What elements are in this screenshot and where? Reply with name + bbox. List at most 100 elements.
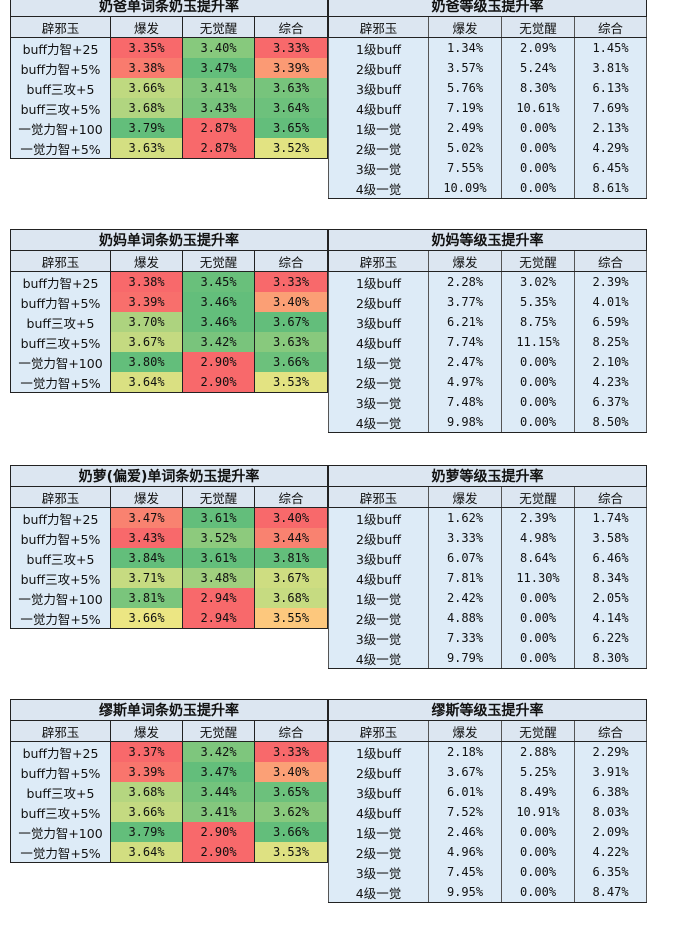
table-row: buff力智+5% 3.39% 3.47% 3.40% xyxy=(10,762,328,782)
value-cell: 3.40% xyxy=(254,292,328,312)
value-cell: 3.39% xyxy=(110,292,183,312)
column-header: 无觉醒 xyxy=(501,250,575,272)
value-cell: 3.58% xyxy=(574,528,647,548)
row-label: buff力智+25 xyxy=(10,271,111,292)
table-title: 奶妈单词条奶玉提升率 xyxy=(10,229,328,251)
column-header: 爆发 xyxy=(110,250,183,272)
value-cell: 4.88% xyxy=(428,608,502,628)
value-cell: 3.67% xyxy=(253,568,329,588)
value-cell: 3.65% xyxy=(254,782,328,802)
value-cell: 2.94% xyxy=(182,608,255,629)
table-row: buff三攻+5 3.66% 3.41% 3.63% xyxy=(10,78,328,98)
value-cell: 3.37% xyxy=(110,741,183,762)
row-label: buff力智+25 xyxy=(10,37,111,58)
column-header: 辟邪玉 xyxy=(10,16,111,38)
header-row: 辟邪玉 爆发 无觉醒 综合 xyxy=(328,16,647,38)
value-cell: 8.34% xyxy=(574,568,647,588)
table-row: 1级一觉 2.42% 0.00% 2.05% xyxy=(328,588,647,608)
value-cell: 0.00% xyxy=(501,372,575,392)
column-header: 无觉醒 xyxy=(182,486,255,508)
value-cell: 3.47% xyxy=(182,762,255,782)
table-title: 奶萝等级玉提升率 xyxy=(328,465,647,487)
value-cell: 4.97% xyxy=(428,372,502,392)
row-label: 一觉力智+5% xyxy=(10,372,111,393)
value-cell: 7.55% xyxy=(428,158,502,178)
table-row: 2级一觉 4.96% 0.00% 4.22% xyxy=(328,842,647,862)
row-label: 1级buff xyxy=(328,271,429,292)
value-cell: 6.21% xyxy=(428,312,502,332)
table-row: 2级一觉 4.97% 0.00% 4.23% xyxy=(328,372,647,392)
value-cell: 2.49% xyxy=(428,118,502,138)
column-header: 爆发 xyxy=(428,486,502,508)
value-cell: 2.18% xyxy=(428,741,502,762)
value-cell: 2.13% xyxy=(574,118,647,138)
value-cell: 2.29% xyxy=(574,741,647,762)
value-cell: 3.66% xyxy=(254,822,328,842)
column-header: 辟邪玉 xyxy=(328,250,429,272)
table-row: 3级buff 6.21% 8.75% 6.59% xyxy=(328,312,647,332)
value-cell: 3.38% xyxy=(110,271,183,292)
column-header: 辟邪玉 xyxy=(328,486,429,508)
row-label: buff力智+5% xyxy=(10,762,111,782)
row-label: 1级buff xyxy=(328,507,429,528)
right-table-3: 奶萝等级玉提升率 辟邪玉 爆发 无觉醒 综合 1级buff 1.62% 2.39% 1.74% 2… xyxy=(328,465,647,669)
value-cell: 4.23% xyxy=(574,372,647,392)
value-cell: 3.53% xyxy=(254,842,328,863)
table-row: 4级一觉 10.09% 0.00% 8.61% xyxy=(328,178,647,199)
table-row: 4级buff 7.52% 10.91% 8.03% xyxy=(328,802,647,822)
value-cell: 5.24% xyxy=(501,58,575,78)
value-cell: 0.00% xyxy=(501,178,575,199)
row-label: 4级一觉 xyxy=(328,882,429,903)
row-label: buff三攻+5% xyxy=(10,332,111,352)
value-cell: 7.45% xyxy=(428,862,502,882)
value-cell: 6.22% xyxy=(574,628,647,648)
row-label: buff力智+25 xyxy=(10,741,111,762)
table-row: buff力智+25 3.37% 3.42% 3.33% xyxy=(10,741,328,762)
header-row: 辟邪玉 爆发 无觉醒 综合 xyxy=(10,720,328,742)
value-cell: 3.48% xyxy=(182,568,255,588)
value-cell: 4.29% xyxy=(574,138,647,158)
table-row: buff力智+25 3.38% 3.45% 3.33% xyxy=(10,271,328,292)
value-cell: 8.75% xyxy=(501,312,575,332)
table-row: buff三攻+5% 3.66% 3.41% 3.62% xyxy=(10,802,328,822)
row-label: 一觉力智+100 xyxy=(10,588,111,608)
value-cell: 6.45% xyxy=(574,158,647,178)
value-cell: 8.64% xyxy=(501,548,575,568)
value-cell: 3.33% xyxy=(254,271,328,292)
value-cell: 4.22% xyxy=(574,842,647,862)
value-cell: 3.66% xyxy=(110,78,183,98)
table-row: 4级一觉 9.95% 0.00% 8.47% xyxy=(328,882,647,903)
table-row: 1级一觉 2.46% 0.00% 2.09% xyxy=(328,822,647,842)
table-row: buff力智+5% 3.43% 3.52% 3.44% xyxy=(10,528,329,548)
row-label: 3级buff xyxy=(328,78,429,98)
column-header: 无觉醒 xyxy=(182,250,255,272)
table-row: 4级buff 7.81% 11.30% 8.34% xyxy=(328,568,647,588)
value-cell: 3.53% xyxy=(254,372,328,393)
value-cell: 3.66% xyxy=(110,608,183,629)
column-header: 无觉醒 xyxy=(182,720,255,742)
row-label: 2级buff xyxy=(328,58,429,78)
value-cell: 3.62% xyxy=(254,802,328,822)
header-row: 辟邪玉 爆发 无觉醒 综合 xyxy=(328,250,647,272)
row-label: buff三攻+5 xyxy=(10,548,111,568)
row-label: buff三攻+5 xyxy=(10,78,111,98)
row-label: 4级buff xyxy=(328,802,429,822)
value-cell: 2.88% xyxy=(501,741,575,762)
row-label: 1级一觉 xyxy=(328,822,429,842)
row-label: 2级一觉 xyxy=(328,138,429,158)
value-cell: 2.87% xyxy=(182,118,255,138)
value-cell: 1.45% xyxy=(574,37,647,58)
value-cell: 8.49% xyxy=(501,782,575,802)
table-row: 3级buff 6.07% 8.64% 6.46% xyxy=(328,548,647,568)
table-row: buff力智+25 3.47% 3.61% 3.40% xyxy=(10,507,329,528)
value-cell: 3.84% xyxy=(110,548,183,568)
value-cell: 2.39% xyxy=(574,271,647,292)
value-cell: 3.66% xyxy=(254,352,328,372)
value-cell: 2.90% xyxy=(182,822,255,842)
table-row: 一觉力智+5% 3.64% 2.90% 3.53% xyxy=(10,372,328,393)
table-row: 2级buff 3.67% 5.25% 3.91% xyxy=(328,762,647,782)
value-cell: 5.35% xyxy=(501,292,575,312)
value-cell: 0.00% xyxy=(501,158,575,178)
table-row: buff三攻+5% 3.67% 3.42% 3.63% xyxy=(10,332,328,352)
value-cell: 1.34% xyxy=(428,37,502,58)
